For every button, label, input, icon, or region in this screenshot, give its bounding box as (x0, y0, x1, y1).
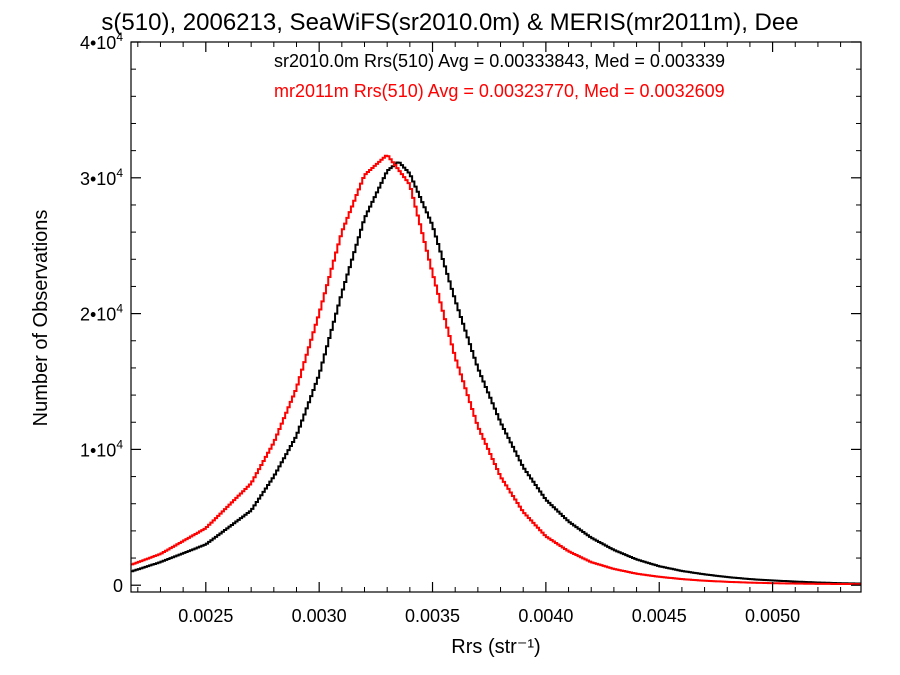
y-tick-label: 2•104 (80, 302, 123, 325)
chart-title: s(510), 2006213, SeaWiFS(sr2010.0m) & ME… (101, 9, 798, 36)
x-tick-label: 0.0050 (745, 606, 800, 626)
x-tick-label: 0.0025 (178, 606, 233, 626)
series-line-mr2011m (131, 154, 861, 586)
x-tick-label: 0.0035 (405, 606, 460, 626)
y-axis-label: Number of Observations (30, 210, 52, 427)
series-layer (131, 154, 861, 586)
plot-frame (130, 41, 862, 593)
y-tick-label: 4•104 (80, 30, 123, 53)
y-tick-label: 0 (113, 576, 123, 596)
x-tick-label: 0.0030 (292, 606, 347, 626)
y-tick-label: 1•104 (80, 437, 123, 460)
legend-entry-sr2010: sr2010.0m Rrs(510) Avg = 0.00333843, Med… (274, 51, 725, 71)
x-tick-label: 0.0045 (632, 606, 687, 626)
x-axis-label: Rrs (str⁻¹) (451, 636, 540, 658)
tick-layer: 0.0025 0.0030 0.0035 0.0040 0.0045 0.0050 0 1•1… (80, 30, 861, 626)
legend-entry-mr2011: mr2011m Rrs(510) Avg = 0.00323770, Med =… (274, 81, 725, 101)
x-tick-label: 0.0040 (518, 606, 573, 626)
y-tick-label: 3•104 (80, 166, 123, 189)
series-line-sr2010.0m (131, 161, 861, 585)
